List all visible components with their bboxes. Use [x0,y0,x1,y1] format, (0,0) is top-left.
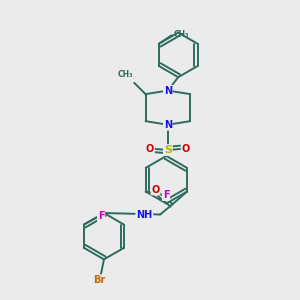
Text: CH₃: CH₃ [117,70,133,79]
Text: CH₃: CH₃ [174,30,189,39]
Text: S: S [164,145,172,155]
Text: O: O [146,143,154,154]
Text: Br: Br [93,275,106,285]
Text: F: F [163,190,169,200]
Text: O: O [151,184,160,194]
Text: F: F [98,211,104,221]
Text: N: N [164,120,172,130]
Text: N: N [164,85,172,96]
Text: NH: NH [136,210,152,220]
Text: O: O [182,143,190,154]
